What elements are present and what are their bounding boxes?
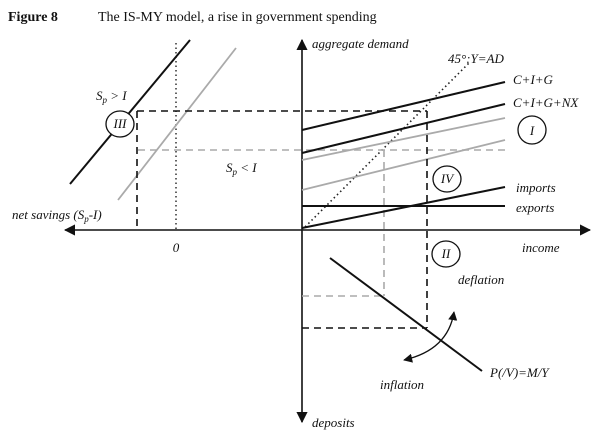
- savings-line: [69, 39, 191, 185]
- quadrant-ii-label: II: [441, 246, 451, 261]
- cig-label: C+I+G: [513, 72, 554, 87]
- quadrant-i-circle: [517, 115, 547, 145]
- figure-title: The IS-MY model, a rise in government sp…: [98, 10, 377, 25]
- price-curve-label: P(/V)=M/Y: [489, 365, 550, 380]
- quadrant-iv-circle: [432, 165, 462, 193]
- deflation-label: deflation: [458, 272, 504, 287]
- initial-savings-line: [117, 47, 237, 201]
- imports-label: imports: [516, 180, 556, 195]
- figure-number: Figure 8: [8, 10, 58, 25]
- quadrant-i-label: I: [529, 123, 535, 138]
- quadrant-iv-label: IV: [440, 171, 455, 186]
- inflation-label: inflation: [380, 377, 424, 392]
- imports-line: [301, 186, 506, 229]
- quadrant-ii-circle: [431, 240, 461, 268]
- forty-five-degree-label: 45°:Y=AD: [448, 51, 504, 66]
- deposits-label: deposits: [312, 415, 355, 430]
- cignx-label: C+I+G+NX: [513, 95, 579, 110]
- aggregate-demand-label: aggregate demand: [312, 36, 409, 51]
- savings-greater-label: Sp > I: [96, 88, 127, 105]
- exports-label: exports: [516, 200, 554, 215]
- income-label: income: [522, 240, 560, 255]
- net-savings-label: net savings (Sp-I): [12, 207, 102, 224]
- deflation-inflation-arrow: [403, 311, 458, 363]
- zero-label: 0: [173, 240, 180, 255]
- cignx-line: [301, 103, 506, 154]
- savings-less-label: Sp < I: [226, 160, 257, 177]
- quadrant-iii-circle: [105, 110, 135, 138]
- cig-line: [301, 81, 506, 131]
- initial-aggregate-demand-nx-line: [301, 139, 506, 191]
- quadrant-iii-label: III: [113, 116, 128, 131]
- initial-aggregate-demand-line: [301, 117, 506, 161]
